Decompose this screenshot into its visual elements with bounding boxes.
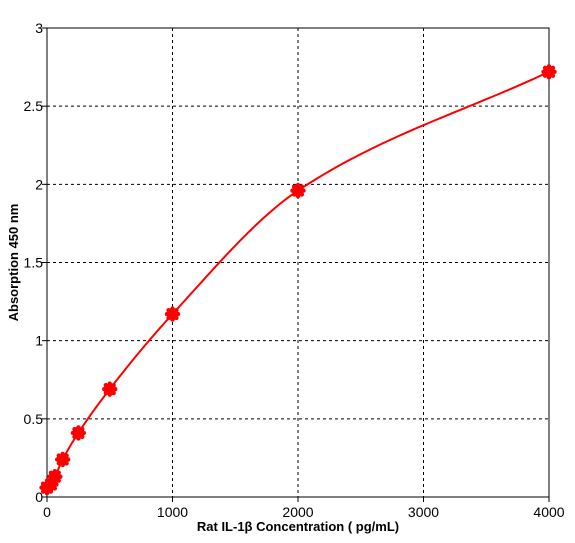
data-point [541, 64, 557, 80]
x-tick-label: 4000 [533, 504, 564, 520]
x-axis-title: Rat IL-1β Concentration ( pg/mL) [197, 519, 399, 534]
x-tick-label: 3000 [408, 504, 439, 520]
x-tick-label: 0 [43, 504, 51, 520]
x-tick-label: 2000 [282, 504, 313, 520]
data-point [290, 182, 306, 199]
data-point [54, 451, 71, 468]
points-layer [39, 64, 557, 496]
y-tick-label: 2.5 [24, 98, 44, 114]
tick-labels: 0 1000 2000 3000 4000 0 0.5 1 1.5 2 2.5 3 [24, 20, 565, 520]
data-point [70, 425, 87, 441]
data-point [102, 381, 118, 397]
y-tick-label: 2 [35, 176, 43, 192]
y-tick-label: 3 [35, 20, 43, 36]
grid-layer [47, 28, 549, 497]
y-axis-title: Absorption 450 nm [6, 204, 21, 322]
y-tick-label: 0 [35, 489, 43, 505]
tick-marks [42, 27, 550, 502]
y-tick-label: 1 [35, 333, 43, 349]
y-tick-label: 1.5 [24, 255, 44, 271]
data-point [164, 306, 181, 322]
data-point [47, 468, 63, 485]
x-tick-label: 1000 [157, 504, 188, 520]
y-tick-label: 0.5 [24, 411, 44, 427]
